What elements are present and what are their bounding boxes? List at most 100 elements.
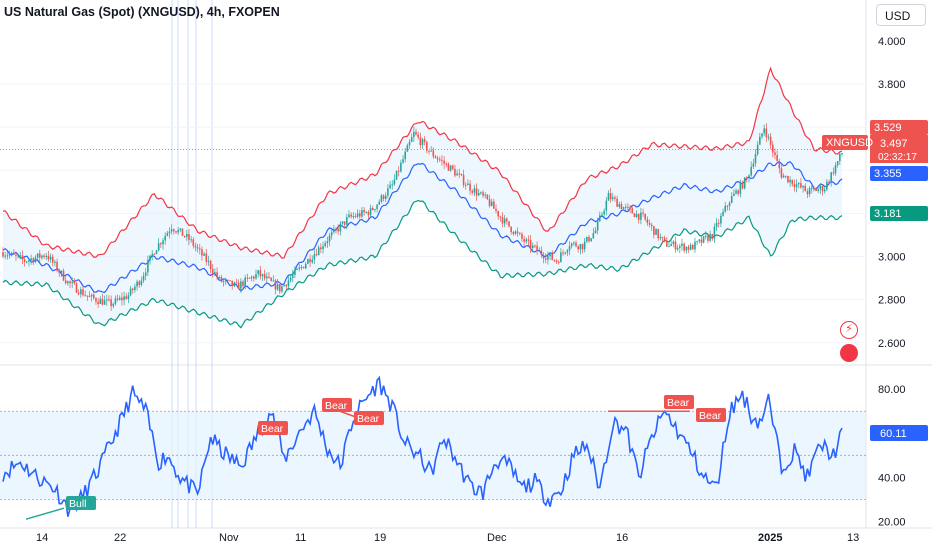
divergence-label: Bull (69, 498, 87, 510)
candle-body (371, 208, 374, 210)
candle-body (674, 241, 677, 250)
candle-body (542, 255, 545, 259)
candle-body (142, 275, 145, 281)
candle-body (259, 270, 262, 277)
divergence-label-bg (354, 411, 384, 425)
candle-body (508, 221, 510, 227)
flash-icon[interactable]: ⚡ (840, 321, 858, 339)
candle-body (205, 253, 208, 262)
candle-body (214, 272, 216, 274)
price-tick-label: 2.800 (878, 295, 906, 307)
divergence-label-bg (258, 421, 288, 435)
time-axis-label: 16 (616, 532, 628, 544)
upper-band-line (2, 66, 843, 259)
candle-body (365, 211, 368, 213)
candle-body (687, 246, 690, 250)
candle-body (255, 273, 257, 279)
candle-body (525, 239, 528, 242)
candle-body (358, 213, 361, 217)
candle-body (670, 244, 672, 247)
candle-body (538, 250, 541, 252)
candle-body (203, 253, 205, 256)
candle-body (590, 238, 592, 242)
candle-body (281, 286, 283, 292)
candle-body (512, 232, 515, 234)
candle-body (611, 197, 614, 200)
candle-body (713, 226, 716, 239)
currency-button[interactable]: USD (876, 4, 926, 26)
candle-body (21, 255, 24, 260)
candle-body (207, 260, 210, 262)
candle-body (395, 170, 398, 180)
candle-body (194, 245, 197, 248)
candle-body (270, 277, 272, 281)
candle-body (728, 202, 731, 206)
candle-body (763, 128, 765, 134)
candle-body (343, 221, 346, 225)
candle-body (704, 235, 707, 237)
candle-body (467, 183, 469, 186)
divergence-label-bg (66, 496, 96, 510)
candle-body (2, 252, 4, 257)
candle-body (246, 277, 249, 279)
candle-body (620, 204, 623, 209)
candle-body (382, 195, 385, 199)
candle-body (711, 234, 714, 239)
candle-body (451, 165, 454, 169)
candle-body (519, 233, 521, 235)
candle-body (523, 238, 525, 242)
us-flag-icon[interactable] (840, 344, 858, 362)
candle-body (253, 276, 255, 279)
candle-body (631, 208, 634, 214)
candle-body (477, 192, 480, 196)
candle-body (637, 213, 640, 220)
candle-body (795, 184, 798, 188)
candle-body (224, 279, 227, 282)
candle-body (599, 215, 601, 222)
candle-body (666, 240, 668, 247)
candle-body (41, 255, 43, 258)
candle-body (447, 163, 450, 171)
symbol-badge: XNGUSD (826, 137, 873, 149)
candle-body (759, 136, 761, 145)
candle-body (488, 199, 491, 206)
candle-body (173, 229, 175, 232)
candle-body (605, 200, 608, 211)
candle-body (575, 242, 577, 247)
candle-body (415, 131, 417, 135)
candle-body (743, 177, 746, 189)
candle-body (473, 188, 476, 193)
candle-body (69, 281, 71, 284)
divergence-label: Bear (261, 423, 284, 435)
candle-body (657, 229, 659, 239)
candle-body (767, 136, 770, 138)
candle-body (469, 183, 471, 191)
candle-body (276, 284, 279, 290)
candle-body (73, 282, 76, 284)
candle-body (330, 232, 333, 236)
candle-body (49, 256, 52, 260)
candle-body (127, 295, 130, 299)
candle-body (186, 233, 188, 237)
candle-body (86, 295, 89, 297)
rsi-value-badge-bg (870, 425, 928, 442)
rsi-line (2, 375, 843, 517)
candle-body (464, 185, 467, 187)
candle-body (151, 253, 154, 256)
candle-body (47, 255, 50, 260)
candle-body (263, 274, 266, 279)
rsi-tick-label: 40.00 (878, 472, 906, 484)
candle-body (369, 208, 372, 216)
candle-body (834, 165, 837, 174)
candle-body (408, 141, 411, 146)
candle-body (317, 247, 320, 256)
candle-body (227, 279, 229, 281)
candle-body (64, 280, 67, 284)
time-axis-label: 11 (295, 532, 306, 544)
divergence-line (25, 507, 65, 520)
candle-body (95, 298, 97, 302)
candle-body (826, 181, 828, 190)
candle-body (746, 177, 748, 179)
candle-body (629, 207, 631, 209)
